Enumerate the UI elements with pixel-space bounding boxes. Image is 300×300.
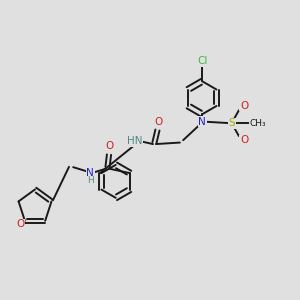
Text: H: H [87, 176, 94, 185]
Text: O: O [16, 219, 25, 229]
Text: O: O [240, 136, 248, 146]
Text: HN: HN [127, 136, 142, 146]
Text: N: N [86, 168, 94, 178]
Text: Cl: Cl [197, 56, 207, 66]
Text: N: N [198, 117, 206, 127]
Text: S: S [229, 118, 236, 128]
Text: CH₃: CH₃ [249, 119, 266, 128]
Text: O: O [240, 101, 248, 111]
Text: O: O [154, 117, 162, 127]
Text: O: O [105, 141, 113, 151]
